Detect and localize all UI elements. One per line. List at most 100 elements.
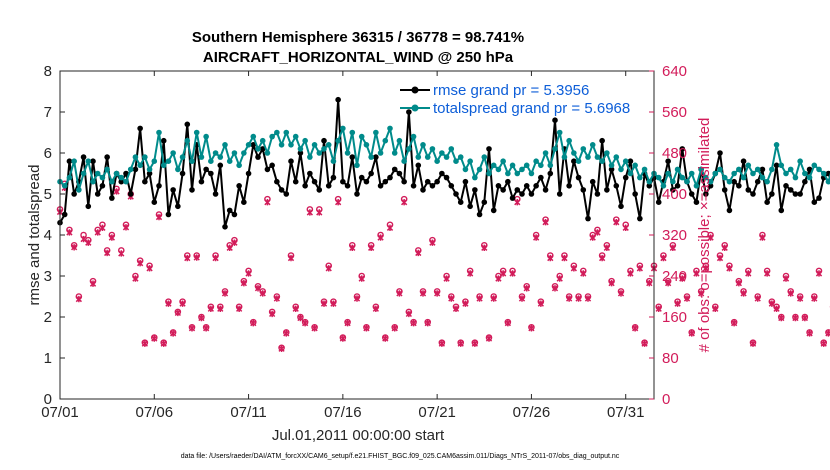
obs-assimilated-point: [424, 319, 431, 327]
obs-assimilated-point: [269, 310, 276, 318]
obs-assimilated-point: [448, 295, 455, 302]
obs-assimilated-point: [368, 244, 375, 252]
totalspread-series-point: [184, 137, 191, 144]
totalspread-series-point: [556, 129, 563, 136]
totalspread-series-point: [203, 133, 209, 140]
obs-assimilated-point: [523, 285, 530, 292]
plot-area: [56, 70, 830, 400]
obs-assimilated-point: [349, 244, 356, 252]
rmse-series-point: [358, 174, 365, 181]
rmse-series-point: [377, 183, 384, 189]
rmse-series-point: [198, 178, 205, 185]
obs-assimilated-point: [745, 270, 752, 277]
y-right-tick-label: 480: [662, 145, 687, 162]
rmse-series-point: [151, 199, 158, 205]
totalspread-series-point: [627, 170, 634, 177]
obs-assimilated-point: [467, 270, 474, 277]
obs-assimilated-point: [825, 330, 830, 337]
rmse-series-point: [373, 154, 379, 160]
y-right-tick-label: 640: [662, 63, 687, 80]
obs-assimilated-point: [259, 290, 266, 297]
rmse-series-point: [189, 187, 195, 193]
totalspread-series-point: [189, 158, 195, 164]
rmse-series-point: [481, 199, 488, 205]
rmse-series-point: [773, 162, 780, 169]
rmse-series-point: [99, 183, 106, 189]
legend-rmse-marker: [411, 86, 419, 94]
obs-assimilated-point: [764, 270, 771, 277]
rmse-series-point: [387, 174, 393, 181]
obs-assimilated-point: [665, 279, 672, 287]
obs-assimilated-point: [170, 330, 177, 337]
obs-assimilated-point: [174, 309, 181, 317]
obs-assimilated-point: [622, 224, 629, 232]
totalspread-series-point: [179, 154, 186, 160]
legend-spread-label: totalspread grand pr = 5.6968: [433, 100, 630, 117]
obs-assimilated-point: [254, 285, 262, 292]
obs-assimilated-point: [584, 295, 592, 302]
rmse-series-point: [618, 203, 624, 210]
obs-assimilated-point: [71, 244, 78, 251]
rmse-series-point: [349, 154, 356, 160]
rmse-series-point: [457, 199, 464, 205]
y-tick-label: 3: [44, 268, 52, 285]
rmse-series-point: [330, 174, 337, 181]
obs-assimilated-point: [330, 300, 337, 307]
obs-assimilated-point: [759, 234, 766, 241]
totalspread-series-point: [721, 174, 728, 181]
obs-assimilated-point: [688, 330, 695, 337]
chart-title-line1: Southern Hemisphere 36315 / 36778 = 98.7…: [192, 29, 524, 46]
totalspread-series-point: [132, 154, 139, 160]
totalspread-series-point: [783, 170, 789, 177]
rmse-series-point: [61, 211, 68, 218]
totalspread-series-point: [420, 142, 426, 148]
rmse-series-point: [184, 121, 191, 128]
rmse-series-point: [740, 158, 747, 164]
obs-assimilated-point: [721, 244, 728, 252]
rmse-series-point: [759, 166, 766, 173]
obs-assimilated-point: [104, 249, 111, 257]
obs-assimilated-point: [179, 300, 186, 307]
totalspread-series-point: [118, 174, 125, 181]
y-right-tick-label: 560: [662, 104, 687, 121]
totalspread-series-point: [264, 150, 271, 156]
obs-assimilated-point: [80, 235, 87, 243]
rmse-series-point: [66, 158, 73, 164]
rmse-series-point: [462, 178, 469, 185]
obs-assimilated-point: [655, 305, 662, 312]
totalspread-series-point: [679, 174, 686, 181]
rmse-series-point: [490, 207, 497, 214]
totalspread-series-point: [406, 146, 412, 152]
rmse-series-point: [731, 178, 737, 185]
rmse-series-point: [594, 191, 601, 197]
totalspread-series-point: [193, 129, 200, 136]
rmse-series-point: [137, 125, 143, 132]
obs-assimilated-point: [137, 259, 144, 267]
y-tick-label: 4: [44, 227, 52, 244]
rmse-series-point: [556, 191, 563, 197]
totalspread-series-point: [476, 166, 483, 173]
rmse-series-point: [533, 183, 539, 189]
obs-assimilated-point: [401, 199, 408, 206]
rmse-series-point: [622, 174, 629, 181]
obs-assimilated-point: [504, 319, 511, 327]
totalspread-series-point: [146, 166, 153, 173]
obs-assimilated-point: [580, 270, 587, 277]
y-tick-label: 1: [44, 350, 52, 367]
obs-assimilated-point: [419, 290, 427, 297]
obs-assimilated-point: [589, 234, 596, 241]
obs-assimilated-point: [627, 270, 634, 277]
totalspread-series-point: [156, 129, 162, 136]
obs-assimilated-point: [608, 279, 615, 287]
obs-assimilated-point: [141, 340, 148, 347]
obs-assimilated-point: [278, 345, 285, 352]
rmse-series-point: [552, 117, 558, 123]
y-tick-label: 2: [44, 309, 52, 326]
obs-assimilated-point: [264, 199, 271, 206]
rmse-series-point: [495, 183, 502, 189]
obs-assimilated-point: [768, 300, 775, 307]
obs-assimilated-point: [792, 314, 799, 322]
obs-assimilated-point: [155, 213, 163, 221]
totalspread-series-point: [528, 170, 535, 177]
totalspread-series-point: [448, 146, 455, 152]
